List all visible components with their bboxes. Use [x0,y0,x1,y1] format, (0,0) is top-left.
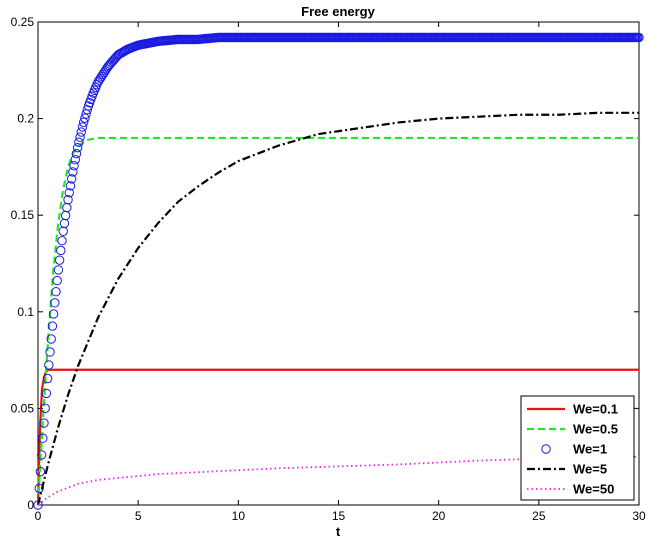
legend: We=0.1 We=0.5 We=1 We=5 We=50 [520,395,635,501]
x-tick-label: 10 [232,509,246,523]
plot-area: 0 5 10 15 20 25 30 0 0.05 0.1 0.15 0.2 0.25 [11,15,646,523]
chart-title: Free energy [301,4,375,19]
data-point [42,373,53,384]
x-tick-label: 0 [35,509,42,523]
data-point [71,148,82,159]
y-tick-label: 0.2 [17,112,34,126]
data-point [68,167,78,177]
series-line-we-0-1 [36,368,639,506]
legend-entry: We=1 [573,442,607,457]
data-point [54,255,65,265]
data-point [44,360,54,370]
data-point [46,334,56,344]
data-point [47,321,58,331]
data-point [39,418,49,428]
y-tick-label: 0.25 [11,15,35,29]
data-point [76,127,86,137]
data-point [77,122,88,132]
y-tick-label: 0.15 [11,208,35,222]
data-point [101,64,112,74]
legend-box [520,395,635,501]
data-point [56,245,66,256]
data-point [53,265,64,275]
legend-entry: We=0.1 [573,402,618,417]
data-point [69,161,79,171]
y-tick-label: 0.1 [17,305,34,319]
legend-entry: We=50 [573,482,614,497]
series-we-1 [33,32,644,510]
x-tick-label: 20 [432,509,446,523]
data-point [75,132,85,142]
legend-entry: We=5 [573,462,607,477]
data-point [74,137,84,147]
data-point [57,236,67,246]
data-point [78,117,89,128]
data-point [66,174,77,184]
data-point [72,142,83,153]
x-tick-label: 5 [135,509,142,523]
x-tick-label: 30 [632,509,646,523]
data-point [70,155,80,165]
series-line-we-5 [36,111,639,506]
x-axis-label: t [336,524,341,539]
data-point [35,466,46,477]
data-point [40,403,50,413]
data-point [82,105,92,115]
data-point [41,388,52,399]
data-point [45,347,55,357]
data-point [634,32,644,43]
data-point [80,113,90,123]
data-point [34,483,44,494]
data-point [36,450,47,460]
data-point [64,188,74,198]
data-point [50,298,60,308]
data-point [51,287,61,297]
data-point [52,275,62,286]
y-tick-label: 0 [27,498,34,512]
y-tick-label: 0.05 [11,401,35,415]
data-point [48,309,59,319]
data-point [63,195,73,205]
data-point [38,433,48,443]
legend-entry: We=0.5 [573,422,618,437]
legend-swatch [541,444,551,454]
x-tick-label: 15 [332,509,346,523]
data-point [65,181,76,191]
x-tick-label: 25 [532,509,546,523]
